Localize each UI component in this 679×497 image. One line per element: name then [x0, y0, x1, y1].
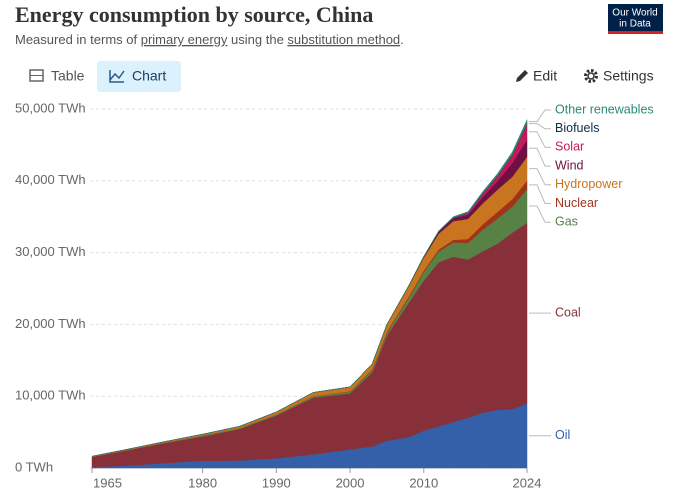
logo-underline — [608, 31, 663, 34]
legend-label: Nuclear — [555, 196, 598, 210]
subtitle-link[interactable]: primary energy — [141, 32, 228, 47]
y-tick-label: 40,000 TWh — [15, 172, 86, 187]
y-tick-label: 50,000 TWh — [15, 100, 86, 115]
button-label: Edit — [533, 68, 557, 84]
legend-label: Hydropower — [555, 177, 622, 191]
logo[interactable]: Our World in Data — [608, 4, 663, 34]
legend-label: Gas — [555, 214, 578, 228]
x-tick-label: 2010 — [409, 475, 438, 490]
y-tick-label: 10,000 TWh — [15, 388, 86, 403]
subtitle-text: using the — [227, 32, 287, 47]
plot: 0 TWh 10,000 TWh 20,000 TWh 30,000 TWh 40,00… — [15, 100, 654, 490]
legend-leader — [529, 123, 551, 130]
legend-leader — [529, 168, 551, 186]
legend-label: Biofuels — [555, 121, 599, 135]
logo-text: Our World — [612, 8, 657, 19]
legend-leader — [529, 109, 551, 123]
y-tick-label: 20,000 TWh — [15, 316, 86, 331]
edit-button[interactable]: Edit — [516, 68, 557, 84]
settings-button[interactable]: Settings — [584, 68, 654, 84]
button-label: Settings — [603, 68, 654, 84]
y-tick-label: 30,000 TWh — [15, 244, 86, 259]
tab-label: Table — [51, 68, 85, 84]
legend-label: Coal — [555, 305, 581, 319]
chart-icon — [109, 70, 125, 83]
y-tick-label: 0 TWh — [15, 459, 53, 474]
legend-label: Other renewables — [555, 102, 654, 116]
chart-tab[interactable]: Chart — [97, 61, 181, 92]
tab-bg — [15, 61, 95, 92]
x-tick-label: 1965 — [93, 475, 122, 490]
legend-leader — [529, 147, 551, 167]
legend-leader — [529, 131, 551, 148]
logo-box — [608, 4, 663, 34]
settings-icon — [587, 72, 595, 80]
logo-text: in Data — [619, 19, 651, 30]
tab-bg — [97, 61, 181, 92]
subtitle: Measured in terms of primary energy usin… — [15, 32, 404, 47]
area — [91, 119, 528, 457]
table-tab[interactable]: Table — [15, 61, 95, 92]
x-tick-label: 1980 — [188, 475, 217, 490]
edit-icon — [516, 70, 528, 82]
x-tick-label: 2024 — [513, 475, 542, 490]
title: Energy consumption by source, China — [15, 2, 373, 27]
x-tick-label: 2000 — [336, 475, 365, 490]
subtitle-link[interactable]: substitution method — [287, 32, 400, 47]
legend-leader — [529, 205, 551, 223]
legend-leader — [529, 184, 551, 204]
tab-label: Chart — [132, 68, 166, 84]
x-tick-label: 1990 — [262, 475, 291, 490]
subtitle-text: . — [400, 32, 404, 47]
legend-label: Wind — [555, 158, 584, 172]
legend-label: Solar — [555, 140, 584, 154]
settings-icon — [584, 69, 598, 83]
legend-label: Oil — [555, 428, 570, 442]
subtitle-text: Measured in terms of — [15, 32, 141, 47]
